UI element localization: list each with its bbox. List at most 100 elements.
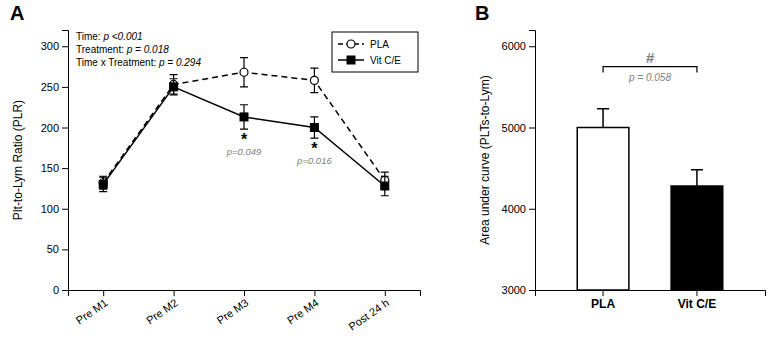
series-line bbox=[103, 72, 385, 183]
y-tick-label: 100 bbox=[41, 203, 59, 215]
x-tick: Pre M1 bbox=[74, 290, 110, 326]
x-tick-mark bbox=[103, 290, 104, 296]
series-line bbox=[103, 87, 385, 186]
y-tick-label: 300 bbox=[41, 40, 59, 52]
error-bar bbox=[310, 68, 318, 92]
annotation: p = 0.058 bbox=[628, 72, 671, 83]
panel-title: B bbox=[475, 2, 489, 24]
y-tick-label: 200 bbox=[41, 122, 59, 134]
panel: 0 50 100 150 200 250 300 Plt-to-Lym Ratio (PLR)… bbox=[10, 2, 421, 333]
y-tick-mark bbox=[529, 209, 535, 210]
y-tick: 250 bbox=[41, 81, 68, 93]
y-tick-label: 3000 bbox=[502, 284, 526, 296]
x-tick-label: Pre M3 bbox=[214, 296, 250, 326]
y-tick: 100 bbox=[41, 203, 68, 215]
error-bar bbox=[691, 170, 703, 186]
y-tick-mark bbox=[62, 209, 68, 210]
error-bar bbox=[597, 109, 609, 128]
y-tick-label: 4000 bbox=[502, 203, 526, 215]
x-tick: Post 24 h bbox=[346, 290, 391, 333]
marker bbox=[240, 113, 248, 121]
y-tick: 6000 bbox=[502, 40, 535, 52]
error-bar bbox=[240, 58, 248, 87]
y-tick-label: 150 bbox=[41, 162, 59, 174]
y-tick: 3000 bbox=[502, 284, 535, 296]
x-axis-line bbox=[69, 291, 421, 297]
x-tick-mark bbox=[696, 290, 697, 296]
y-tick-label: 50 bbox=[47, 243, 59, 255]
y-tick: 300 bbox=[41, 40, 68, 52]
y-axis: 0 50 100 150 200 250 300 bbox=[41, 31, 69, 297]
error-bar bbox=[99, 177, 107, 192]
annotation: p=0.049 bbox=[226, 146, 262, 157]
annotation: Time: p <0.001 bbox=[76, 31, 143, 42]
x-tick-mark bbox=[314, 290, 315, 296]
y-tick-mark bbox=[62, 128, 68, 129]
y-axis-title: Area under curve (PLTs-to-Lym) bbox=[478, 75, 492, 244]
x-tick-label: Post 24 h bbox=[346, 296, 391, 332]
marker bbox=[381, 182, 389, 190]
y-tick-mark bbox=[62, 249, 68, 250]
y-axis-title: Plt-to-Lym Ratio (PLR) bbox=[11, 100, 25, 220]
y-axis-line bbox=[62, 31, 69, 291]
bar bbox=[577, 128, 629, 291]
annotation: p=0.016 bbox=[296, 155, 332, 166]
x-tick-mark bbox=[603, 290, 604, 296]
y-tick-mark bbox=[529, 46, 535, 47]
chart: 0 50 100 150 200 250 300 Plt-to-Lym Ratio (PLR)… bbox=[0, 0, 780, 358]
annotation: Treatment: p = 0.018 bbox=[76, 44, 169, 55]
plot-area bbox=[577, 109, 723, 290]
y-tick-label: 5000 bbox=[502, 122, 526, 134]
x-tick-mark bbox=[385, 290, 386, 296]
legend-marker bbox=[347, 40, 355, 48]
marker bbox=[310, 76, 318, 84]
annotation: # bbox=[646, 49, 655, 66]
x-tick-label: PLA bbox=[591, 297, 615, 311]
y-tick-mark bbox=[62, 290, 68, 291]
y-tick: 200 bbox=[41, 122, 68, 134]
x-tick: Pre M4 bbox=[285, 290, 321, 326]
y-tick-mark bbox=[529, 128, 535, 129]
y-tick: 5000 bbox=[502, 122, 535, 134]
bar bbox=[671, 186, 723, 290]
legend: PLA Vit C/E bbox=[332, 32, 418, 72]
legend-box bbox=[332, 32, 418, 72]
marker bbox=[170, 83, 178, 91]
x-axis: Pre M1 Pre M2 Pre M3 Pre M4 Post 24 h bbox=[69, 290, 421, 333]
y-tick-mark bbox=[62, 87, 68, 88]
y-tick-mark bbox=[529, 290, 535, 291]
y-tick-mark bbox=[62, 46, 68, 47]
y-tick-mark bbox=[62, 168, 68, 169]
y-tick: 150 bbox=[41, 162, 68, 174]
marker bbox=[99, 180, 107, 188]
x-tick-label: Vit C/E bbox=[678, 297, 716, 311]
y-tick: 4000 bbox=[502, 203, 535, 215]
x-tick-label: Pre M2 bbox=[144, 296, 180, 326]
marker bbox=[310, 124, 318, 132]
y-axis-line bbox=[529, 31, 536, 291]
panel: 3000 4000 5000 6000 Area under curve (PLTs-t… bbox=[475, 2, 766, 311]
annotation: Time x Treatment: p = 0.294 bbox=[76, 57, 201, 68]
y-axis: 3000 4000 5000 6000 bbox=[502, 31, 536, 297]
x-tick-mark bbox=[244, 290, 245, 296]
panel-title: A bbox=[10, 2, 24, 24]
error-bar bbox=[240, 105, 248, 129]
plot-area bbox=[99, 58, 389, 196]
y-tick-label: 0 bbox=[53, 284, 59, 296]
y-tick: 0 bbox=[53, 284, 68, 296]
y-tick-label: 6000 bbox=[502, 40, 526, 52]
background bbox=[0, 0, 780, 358]
x-tick-mark bbox=[174, 290, 175, 296]
error-bar bbox=[170, 79, 178, 95]
x-tick: Pre M2 bbox=[144, 290, 180, 326]
x-tick-label: Pre M4 bbox=[285, 296, 321, 326]
y-tick: 50 bbox=[47, 243, 68, 255]
x-tick-label: Pre M1 bbox=[74, 296, 110, 326]
legend-marker bbox=[347, 56, 355, 64]
error-bar bbox=[381, 176, 389, 196]
legend-entry: Vit C/E bbox=[370, 55, 401, 66]
x-axis: PLA Vit C/E bbox=[536, 290, 766, 311]
x-tick: PLA bbox=[591, 290, 615, 311]
legend-entry: PLA bbox=[370, 39, 389, 50]
error-bar bbox=[310, 117, 318, 138]
